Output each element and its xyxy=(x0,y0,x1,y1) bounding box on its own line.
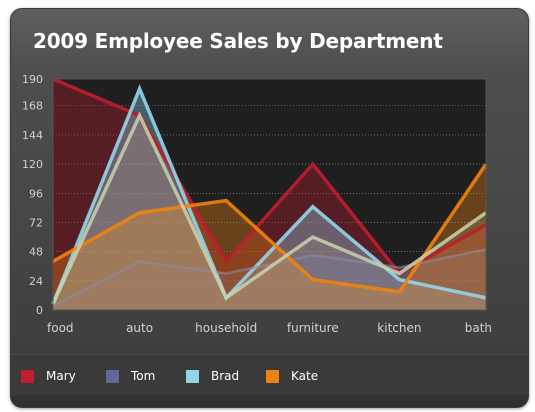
line-overlay xyxy=(51,111,488,305)
legend-label: Brad xyxy=(211,369,240,383)
legend-swatch xyxy=(21,369,34,383)
y-tick-label: 168 xyxy=(22,100,43,113)
x-tick-label-bath: bath xyxy=(465,321,492,335)
legend-item-tom: Tom xyxy=(106,369,155,383)
area-mary xyxy=(53,79,486,310)
legend-item-brad: Brad xyxy=(186,369,239,383)
x-tick-label-auto: auto xyxy=(126,321,153,335)
y-tick-label: 72 xyxy=(29,216,43,229)
y-tick-label: 190 xyxy=(22,73,43,86)
y-tick-label: 48 xyxy=(29,246,43,259)
line-brad xyxy=(51,84,487,305)
legend-label: Tom xyxy=(131,369,156,383)
chart-plot: 0 24 48 72 96 120 144 168 190 food auto household fu… xyxy=(22,73,492,335)
y-tick-label: 144 xyxy=(22,129,43,142)
y-tick-label: 0 xyxy=(36,304,43,317)
y-tick-label: 96 xyxy=(29,187,43,200)
legend-swatch xyxy=(266,369,279,383)
legend-item-mary: Mary xyxy=(21,369,76,383)
plot-border xyxy=(52,78,487,311)
x-tick-label-furniture: furniture xyxy=(287,321,339,335)
legend-label: Kate xyxy=(291,369,319,383)
legend-swatch xyxy=(186,369,199,383)
x-tick-label-kitchen: kitchen xyxy=(377,321,421,335)
area-kate xyxy=(53,164,486,310)
chart-legend: Mary Tom Brad Kate xyxy=(11,354,528,395)
line-kate xyxy=(52,163,488,294)
chart-card: 2009 Employee Sales by Department 0 24 48 7… xyxy=(10,8,529,408)
chart-title: 2009 Employee Sales by Department xyxy=(33,29,443,53)
legend-label: Mary xyxy=(46,369,76,383)
legend-item-kate: Kate xyxy=(266,369,318,383)
y-tick-label: 24 xyxy=(29,275,43,288)
y-tick-label: 120 xyxy=(22,158,43,171)
x-tick-label-household: household xyxy=(195,321,257,335)
legend-swatch xyxy=(106,369,119,383)
x-tick-label-food: food xyxy=(47,321,74,335)
